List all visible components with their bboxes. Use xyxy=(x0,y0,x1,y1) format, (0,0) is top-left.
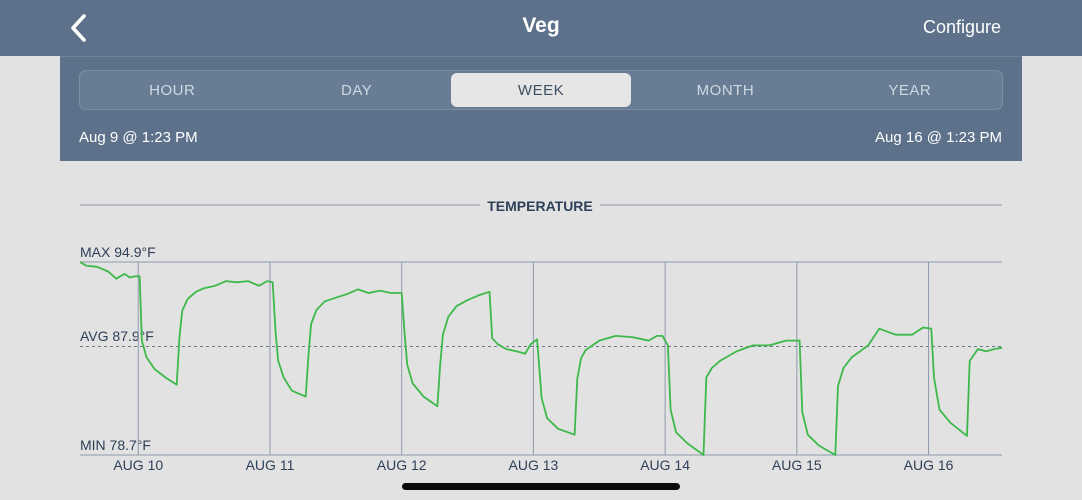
home-indicator xyxy=(402,483,680,490)
navigation-bar: Veg Configure xyxy=(0,0,1082,56)
min-label: MIN 78.7°F xyxy=(80,437,151,453)
tab-year[interactable]: YEAR xyxy=(888,81,932,99)
tab-day[interactable]: DAY xyxy=(340,81,373,99)
range-start-label: Aug 9 @ 1:23 PM xyxy=(79,129,198,146)
x-tick-label: AUG 13 xyxy=(509,457,559,473)
back-button[interactable] xyxy=(62,8,102,48)
max-label: MAX 94.9°F xyxy=(80,244,156,260)
range-panel: HOUR DAY WEEK MONTH YEAR Aug 9 @ 1:23 PM… xyxy=(60,56,1022,161)
tab-week[interactable]: WEEK xyxy=(450,73,632,107)
chevron-left-icon xyxy=(71,14,86,42)
avg-label: AVG 87.9°F xyxy=(80,328,154,344)
configure-button[interactable]: Configure xyxy=(922,17,1001,37)
chart-title: TEMPERATURE xyxy=(487,198,593,214)
temperature-chart: TEMPERATURE MAX 94.9°F AVG 87.9°F MIN 78… xyxy=(79,198,1003,473)
x-tick-label: AUG 14 xyxy=(640,457,690,473)
x-tick-label: AUG 11 xyxy=(246,457,295,473)
temperature-series-line xyxy=(79,261,1003,456)
page-title: Veg xyxy=(522,14,560,37)
x-tick-label: AUG 10 xyxy=(113,457,163,473)
x-tick-label: AUG 16 xyxy=(904,457,954,473)
tab-hour[interactable]: HOUR xyxy=(149,81,196,99)
x-tick-label: AUG 15 xyxy=(772,457,822,473)
tab-month[interactable]: MONTH xyxy=(696,81,755,99)
range-end-label: Aug 16 @ 1:23 PM xyxy=(875,129,1002,146)
range-selector: HOUR DAY WEEK MONTH YEAR xyxy=(79,70,1003,110)
x-tick-label: AUG 12 xyxy=(377,457,427,473)
